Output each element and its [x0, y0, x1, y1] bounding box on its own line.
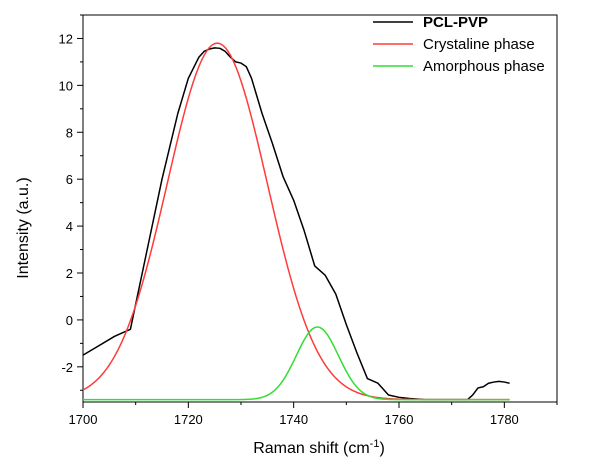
legend-label-crystaline-phase: Crystaline phase: [423, 36, 535, 53]
y-axis-title: Intensity (a.u.): [15, 177, 32, 278]
x-tick-label: 1740: [279, 412, 308, 427]
series-line-crystaline-phase: [82, 42, 510, 401]
x-axis: 1700 1720 1740 1760 1780: [69, 402, 558, 427]
y-tick-label: -2: [61, 360, 73, 375]
x-tick-label: 1780: [490, 412, 519, 427]
y-tick-label: 6: [66, 172, 73, 187]
legend-label-pcl-pvp: PCL-PVP: [423, 14, 488, 31]
y-tick-label: 2: [66, 266, 73, 281]
y-tick-label: 4: [66, 219, 73, 234]
y-tick-label: 0: [66, 313, 73, 328]
legend: PCL-PVP Crystaline phase Amorphous phase: [373, 14, 545, 75]
series-line-pcl-pvp: [82, 47, 510, 401]
x-axis-title-close: ): [379, 440, 384, 457]
x-axis-title-main: Raman shift (cm: [253, 440, 369, 457]
x-axis-title: Raman shift (cm-1): [253, 438, 385, 457]
x-tick-label: 1760: [385, 412, 414, 427]
series-layer: [82, 42, 510, 401]
plot-border: [82, 14, 558, 403]
y-axis: -2 0 2 4 6 8 10 12: [59, 14, 83, 391]
y-tick-label: 10: [59, 78, 73, 93]
y-tick-label: 8: [66, 125, 73, 140]
x-tick-label: 1720: [174, 412, 203, 427]
plot-frame: [82, 14, 558, 403]
series-line-amorphous-phase: [83, 326, 510, 401]
legend-label-amorphous-phase: Amorphous phase: [423, 58, 545, 75]
x-tick-label: 1700: [69, 412, 98, 427]
y-tick-label: 12: [59, 31, 73, 46]
x-axis-title-superscript: -1: [370, 438, 380, 450]
